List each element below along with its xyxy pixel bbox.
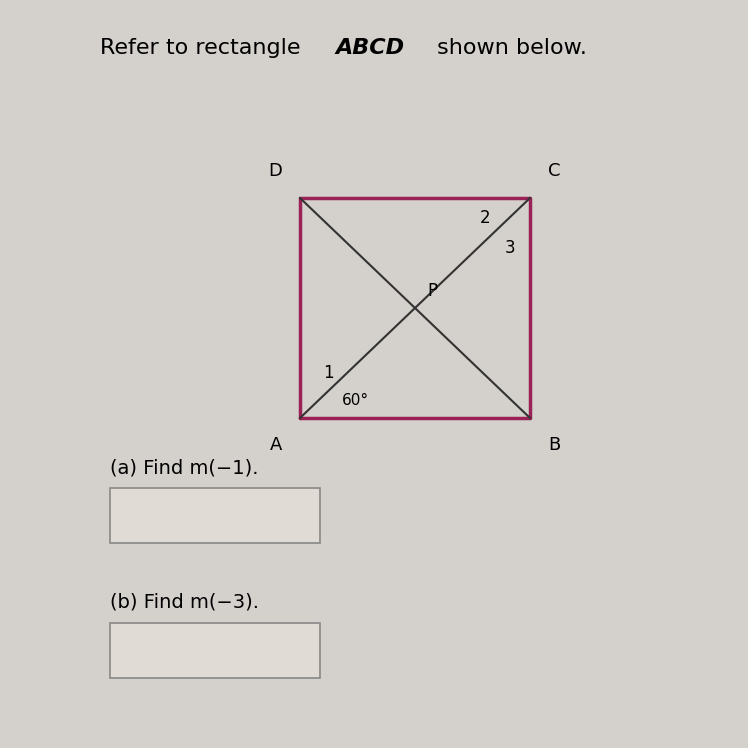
Text: (b) Find m(−3).: (b) Find m(−3). [110, 593, 259, 612]
Text: A: A [269, 436, 282, 454]
Text: P: P [427, 282, 437, 300]
Text: ABCD: ABCD [335, 38, 404, 58]
Text: Refer to rectangle: Refer to rectangle [100, 38, 307, 58]
FancyBboxPatch shape [110, 488, 320, 543]
Text: (a) Find m(−1).: (a) Find m(−1). [110, 458, 259, 477]
Text: shown below.: shown below. [430, 38, 587, 58]
Text: B: B [548, 436, 560, 454]
Text: 60°: 60° [341, 393, 369, 408]
Text: D: D [268, 162, 282, 180]
FancyBboxPatch shape [110, 623, 320, 678]
Text: 3: 3 [505, 239, 515, 257]
Text: Refer to rectangle ABCD shown below.: Refer to rectangle ABCD shown below. [0, 747, 1, 748]
Text: 1: 1 [322, 364, 334, 382]
Text: 2: 2 [479, 209, 490, 227]
Text: C: C [548, 162, 560, 180]
